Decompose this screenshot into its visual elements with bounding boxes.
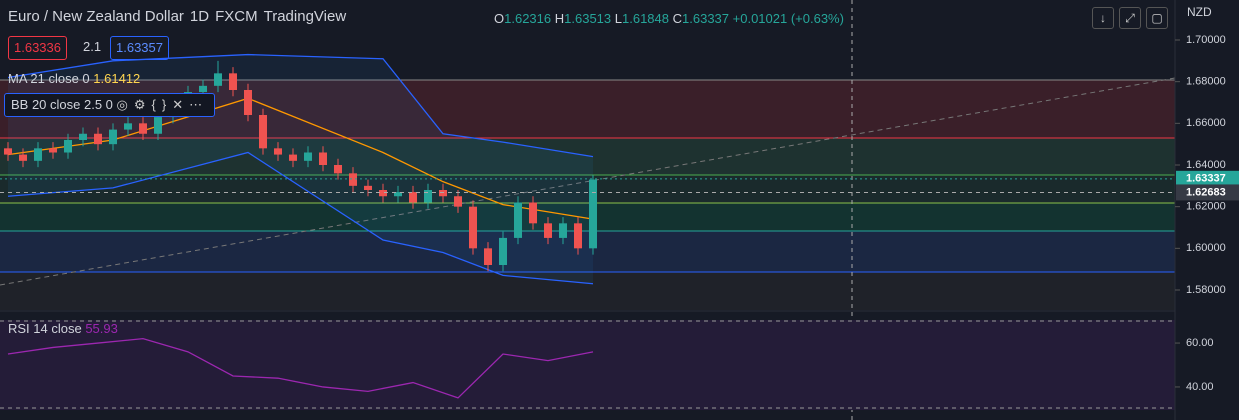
cursor-tag-label: 1.62683 <box>1186 186 1226 198</box>
bb-legend[interactable]: BB 20 close 2.5 0 ◎⚙{}✕⋯ <box>4 93 216 117</box>
zone <box>0 203 1175 231</box>
candle-body <box>79 133 87 140</box>
candle-body <box>94 133 102 145</box>
candle-body <box>364 185 372 190</box>
y-tick-label: 1.64000 <box>1186 159 1226 171</box>
y-tick-label: 1.66000 <box>1186 117 1226 129</box>
candle-body <box>199 85 207 93</box>
buy-button[interactable]: 1.63357 <box>110 36 169 60</box>
candle-body <box>334 165 342 174</box>
rsi-legend: RSI 14 close 55.93 <box>8 321 118 336</box>
ohlc: O1.62316 H1.63513 L1.61848 C1.63337 +0.0… <box>494 11 844 26</box>
y-tick-label: 1.70000 <box>1186 34 1226 46</box>
bb-lower <box>7 151 594 285</box>
interval: 1D <box>189 8 210 25</box>
candle-body <box>484 248 492 265</box>
zone <box>0 272 1175 310</box>
candle-body <box>109 129 117 145</box>
y-tick-label: 60.00 <box>1186 337 1214 349</box>
candle-body <box>289 154 297 161</box>
symbol: Euro / New Zealand Dollar <box>8 8 184 25</box>
candle-body <box>304 152 312 161</box>
button[interactable]: ▢ <box>1146 7 1168 29</box>
candle-body <box>559 223 567 238</box>
zone <box>0 231 1175 272</box>
candle-body <box>274 148 282 155</box>
candle-body <box>499 237 507 265</box>
candle-body <box>64 140 72 153</box>
y-tick-label: 1.60000 <box>1186 242 1226 254</box>
candle-body <box>574 223 582 249</box>
sell-button[interactable]: 1.63336 <box>8 36 67 60</box>
candle-body <box>544 223 552 238</box>
candle-body <box>4 148 12 155</box>
trend-line <box>0 77 1176 286</box>
candle-body <box>469 206 477 249</box>
price-tag-label: 1.63337 <box>1186 173 1226 185</box>
source: TradingView <box>263 8 347 25</box>
rsi-band <box>0 320 1175 410</box>
exchange: FXCM <box>215 8 258 25</box>
y-tick-label: 1.68000 <box>1186 76 1226 88</box>
price-tag <box>1176 170 1239 187</box>
rsi-line <box>7 337 594 399</box>
candle-body <box>379 190 387 197</box>
y-tick-label: 1.62000 <box>1186 201 1226 213</box>
candle-body <box>214 73 222 86</box>
candle-body <box>394 192 402 197</box>
cursor-tag <box>1176 184 1239 201</box>
candle-body <box>589 179 597 249</box>
zone <box>0 138 1175 175</box>
candle-body <box>319 152 327 165</box>
symbol-title: Euro / New Zealand Dollar 1D FXCM TradingVi… <box>8 8 352 25</box>
candle-body <box>529 202 537 224</box>
currency: NZD <box>1187 5 1212 19</box>
candle-body <box>229 73 237 90</box>
candle-body <box>454 196 462 207</box>
candle-body <box>424 190 432 203</box>
button[interactable]: ⤢ <box>1119 7 1141 29</box>
candle-body <box>139 123 147 134</box>
zone <box>0 175 1175 203</box>
ma-legend: MA 21 close 0 1.61412 <box>8 71 141 86</box>
candle-body <box>124 123 132 130</box>
candle-body <box>259 115 267 149</box>
candle-body <box>49 148 57 153</box>
candle-body <box>409 192 417 203</box>
candle-body <box>34 148 42 161</box>
candle-body <box>514 202 522 238</box>
y-tick-label: 1.58000 <box>1186 284 1226 296</box>
spread: 2.1 <box>83 39 102 54</box>
candle-body <box>19 154 27 161</box>
bb-upper <box>7 53 594 158</box>
candle-body <box>244 90 252 115</box>
candle-body <box>349 173 357 186</box>
y-tick-label: 40.00 <box>1186 381 1214 393</box>
candle-body <box>154 117 162 134</box>
candle-body <box>439 190 447 197</box>
button[interactable]: ↓ <box>1092 7 1114 29</box>
